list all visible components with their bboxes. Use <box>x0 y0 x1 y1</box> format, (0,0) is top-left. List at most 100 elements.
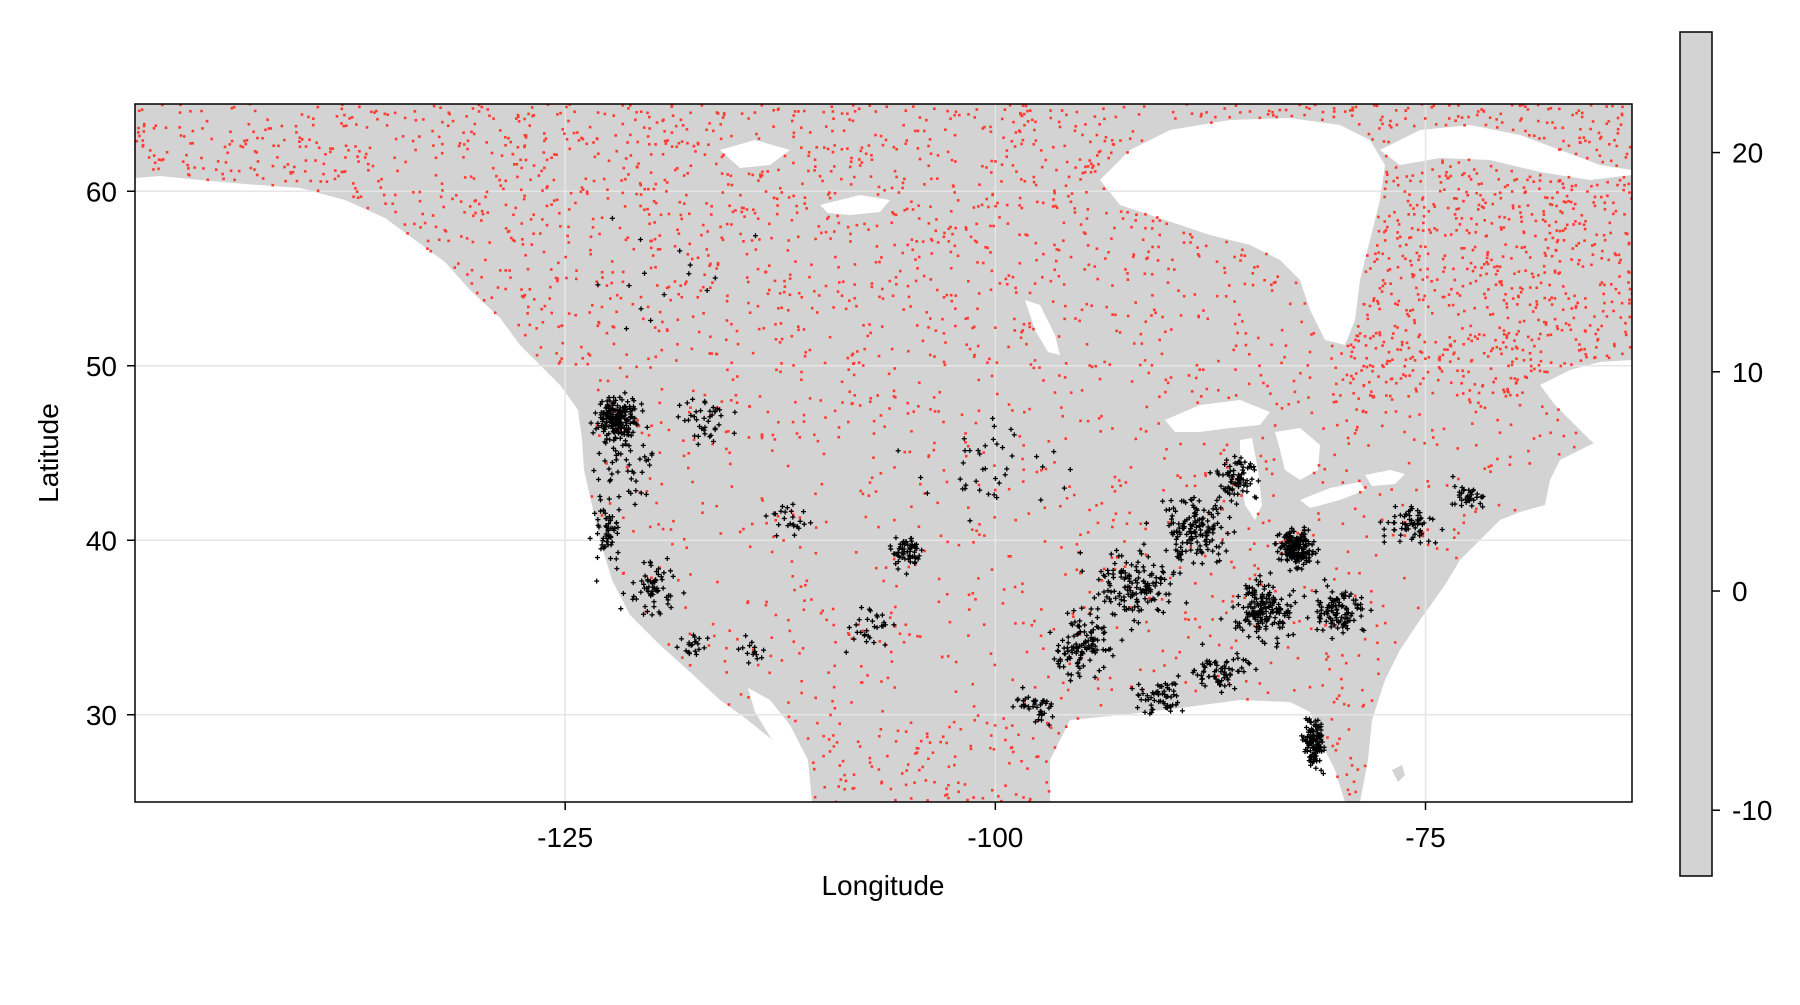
red-dot <box>356 190 359 193</box>
red-dot <box>1164 391 1167 394</box>
red-dot <box>893 367 896 370</box>
red-dot <box>923 130 926 133</box>
red-dot <box>257 160 260 163</box>
red-dot <box>1430 280 1433 283</box>
red-dot <box>1363 515 1366 518</box>
red-dot <box>661 321 664 324</box>
red-dot <box>933 107 936 110</box>
red-dot <box>766 170 769 173</box>
red-dot <box>768 264 771 267</box>
red-dot <box>671 131 674 134</box>
red-dot <box>647 188 650 191</box>
red-dot <box>776 204 779 207</box>
red-dot <box>1457 115 1460 118</box>
red-dot <box>1538 137 1541 140</box>
red-dot <box>950 267 953 270</box>
red-dot <box>556 113 559 116</box>
red-dot <box>740 693 743 696</box>
red-dot <box>329 151 332 154</box>
red-dot <box>1064 437 1067 440</box>
red-dot <box>1226 444 1229 447</box>
red-dot <box>809 131 812 134</box>
red-dot <box>989 225 992 228</box>
red-dot <box>1271 473 1274 476</box>
red-dot <box>1475 280 1478 283</box>
red-dot <box>1386 226 1389 229</box>
red-dot <box>556 280 559 283</box>
red-dot <box>686 172 689 175</box>
red-dot <box>1327 655 1330 658</box>
red-dot <box>1490 259 1493 262</box>
red-dot <box>926 736 929 739</box>
red-dot <box>990 734 993 737</box>
red-dot <box>1570 189 1573 192</box>
red-dot <box>1523 186 1526 189</box>
red-dot <box>765 190 768 193</box>
red-dot <box>803 599 806 602</box>
red-dot <box>892 294 895 297</box>
red-dot <box>752 352 755 355</box>
red-dot <box>832 624 835 627</box>
red-dot <box>701 502 704 505</box>
red-dot <box>983 534 986 537</box>
red-dot <box>1104 257 1107 260</box>
red-dot <box>1342 481 1345 484</box>
red-dot <box>1426 480 1429 483</box>
red-dot <box>912 105 915 108</box>
red-dot <box>1613 343 1616 346</box>
red-dot <box>596 138 599 141</box>
red-dot <box>972 796 975 799</box>
red-dot <box>1379 493 1382 496</box>
red-dot <box>1424 357 1427 360</box>
red-dot <box>1583 348 1586 351</box>
red-dot <box>853 394 856 397</box>
red-dot <box>1248 353 1251 356</box>
red-dot <box>466 273 469 276</box>
red-dot <box>1472 249 1475 252</box>
red-dot <box>561 128 564 131</box>
red-dot <box>1050 726 1053 729</box>
red-dot <box>1601 281 1604 284</box>
red-dot <box>1401 504 1404 507</box>
red-dot <box>1115 116 1118 119</box>
red-dot <box>1042 647 1045 650</box>
red-dot <box>1347 442 1350 445</box>
red-dot <box>1347 437 1350 440</box>
red-dot <box>1529 176 1532 179</box>
red-dot <box>1249 548 1252 551</box>
red-dot <box>1087 263 1090 266</box>
red-dot <box>1578 343 1581 346</box>
red-dot <box>1617 128 1620 131</box>
red-dot <box>1350 343 1353 346</box>
red-dot <box>948 726 951 729</box>
red-dot <box>793 132 796 135</box>
red-dot <box>1392 332 1395 335</box>
red-dot <box>1153 309 1156 312</box>
red-dot <box>1392 534 1395 537</box>
red-dot <box>991 375 994 378</box>
red-dot <box>1336 697 1339 700</box>
red-dot <box>1599 154 1602 157</box>
red-dot <box>1089 141 1092 144</box>
red-dot <box>927 145 930 148</box>
red-dot <box>993 748 996 751</box>
red-dot <box>1528 462 1531 465</box>
red-dot <box>967 113 970 116</box>
red-dot <box>643 208 646 211</box>
red-dot <box>765 522 768 525</box>
red-dot <box>692 315 695 318</box>
red-dot <box>872 456 875 459</box>
red-dot <box>660 483 663 486</box>
red-dot <box>575 363 578 366</box>
red-dot <box>1418 299 1421 302</box>
red-dot <box>821 610 824 613</box>
red-dot <box>1413 322 1416 325</box>
red-dot <box>1194 485 1197 488</box>
red-dot <box>1022 796 1025 799</box>
red-dot <box>183 135 186 138</box>
red-dot <box>1368 133 1371 136</box>
red-dot <box>653 188 656 191</box>
red-dot <box>1486 257 1489 260</box>
red-dot <box>1422 298 1425 301</box>
red-dot <box>1461 257 1464 260</box>
